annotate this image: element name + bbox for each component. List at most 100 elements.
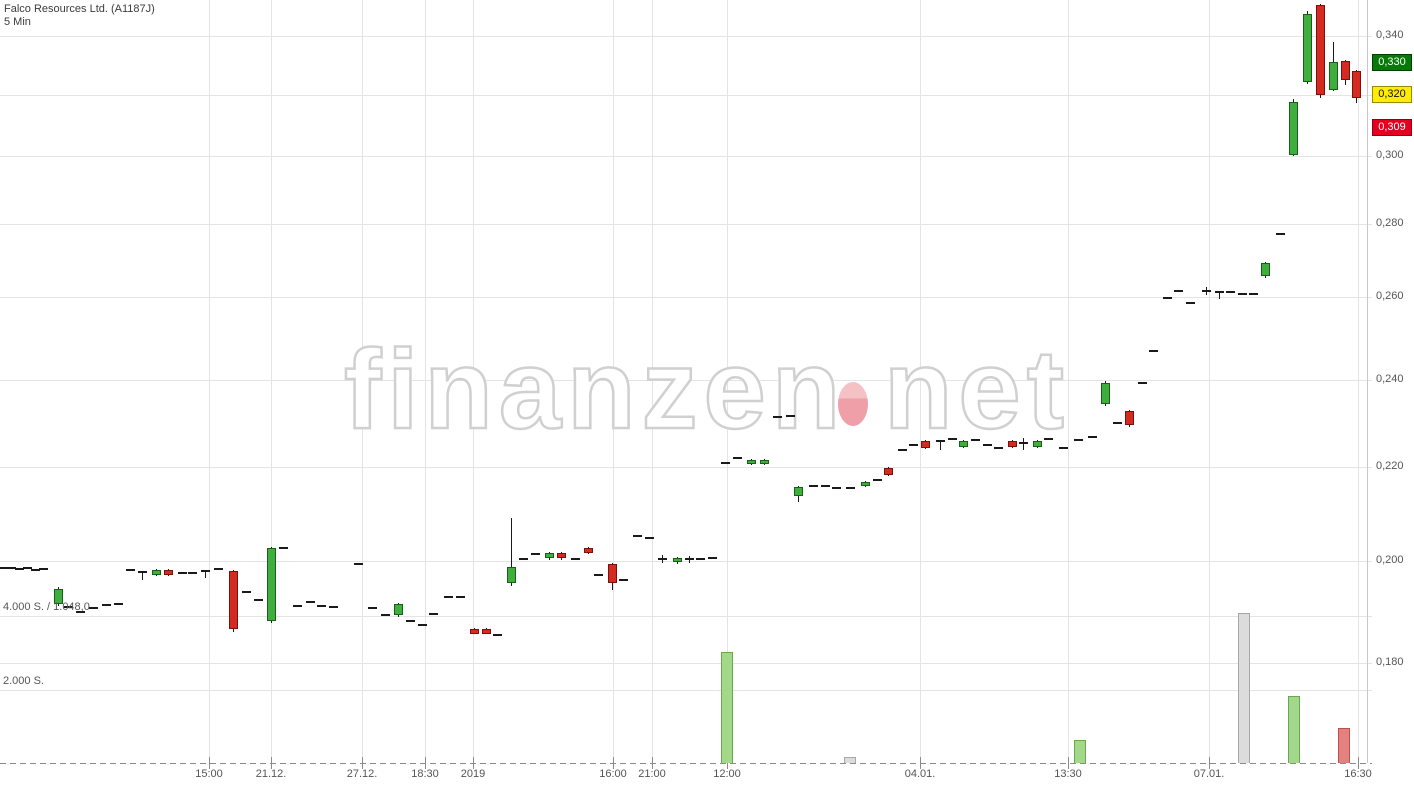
volume-gridline (0, 690, 1372, 691)
candle-doji-dash (1215, 290, 1224, 293)
candle-doji-dash (201, 569, 210, 572)
price-gridline (0, 561, 1372, 562)
candle-doji-dash (983, 444, 992, 447)
candle-doji-dash (1202, 289, 1211, 292)
volume-bar (1338, 727, 1350, 763)
time-tick-mark (271, 757, 272, 769)
candle-doji-dash (306, 601, 315, 604)
volume-bar (844, 757, 856, 763)
candle-doji-dash (809, 485, 818, 488)
candle-doji-dash (821, 485, 830, 488)
candle-doji-dash (773, 415, 782, 418)
candle-doji-dash (254, 599, 263, 602)
candle-doji-dash (214, 567, 223, 570)
candle-doji-dash (873, 479, 882, 482)
time-gridline (209, 0, 210, 763)
price-gridline (0, 156, 1372, 157)
candle-doji-dash (948, 438, 957, 440)
candle-doji-dash (594, 573, 603, 576)
candle-doji-dash (1138, 381, 1147, 384)
candle-body-up (1261, 263, 1270, 276)
time-gridline (613, 0, 614, 763)
time-gridline (1209, 0, 1210, 763)
candle-doji-dash (1226, 291, 1235, 294)
time-tick-mark (425, 757, 426, 769)
time-gridline (271, 0, 272, 763)
candle-doji-dash (1276, 232, 1285, 235)
price-gridline (0, 36, 1372, 37)
right-axis-line (1367, 0, 1368, 763)
watermark-text-net: net (884, 327, 1070, 452)
candle-body-down (1316, 5, 1325, 96)
time-tick-mark (362, 757, 363, 769)
time-tick-label: 2019 (460, 768, 486, 780)
candle-body-down (164, 569, 173, 575)
time-tick-mark (1068, 757, 1069, 769)
price-tick-label: 0,300 (1376, 149, 1404, 161)
time-tick-label: 21.12. (255, 768, 287, 780)
time-gridline (920, 0, 921, 763)
candle-doji-dash (15, 567, 24, 570)
price-gridline (0, 467, 1372, 468)
time-tick-label: 13:30 (1054, 768, 1082, 780)
candle-doji-dash (1044, 438, 1053, 440)
candle-body-up (267, 548, 276, 621)
time-tick-mark (1209, 757, 1210, 769)
time-tick-mark (473, 757, 474, 769)
candle-doji-dash (242, 590, 251, 593)
candle-doji-dash (971, 438, 980, 441)
candle-doji-dash (1249, 292, 1258, 295)
candle-body-down (584, 548, 593, 553)
candle-doji-dash (909, 444, 918, 447)
price-gridline (0, 663, 1372, 664)
time-gridline (727, 0, 728, 763)
candle-doji-dash (23, 566, 32, 569)
candle-body-down (1008, 440, 1017, 447)
candle-doji-dash (126, 568, 135, 571)
watermark-text-finanzen: finanzen (344, 327, 846, 452)
candle-body-down (1125, 410, 1134, 426)
candle-body-down (482, 629, 491, 634)
candle-doji-dash (7, 566, 16, 569)
candle-wick (511, 518, 512, 586)
volume-bar (721, 652, 733, 763)
time-tick-mark (1358, 757, 1359, 769)
candle-doji-dash (531, 552, 540, 555)
volume-bar (1288, 696, 1300, 763)
candle-doji-dash (0, 566, 8, 569)
time-tick-label: 16:30 (1344, 768, 1372, 780)
time-tick-label: 15:00 (195, 768, 223, 780)
volume-bar (1238, 613, 1250, 763)
bottom-axis-dashed-line (0, 763, 1372, 764)
time-tick-label: 07.01. (1193, 768, 1225, 780)
candle-wick (205, 570, 206, 578)
candle-body-up (760, 460, 769, 465)
candle-body-up (507, 566, 516, 583)
candle-doji-dash (994, 446, 1003, 449)
candle-doji-dash (114, 602, 123, 605)
candle-body-up (794, 486, 803, 497)
time-tick-label: 21:00 (638, 768, 666, 780)
candle-doji-dash (619, 578, 628, 581)
price-tick-label: 0,280 (1376, 217, 1404, 229)
price-tick-label: 0,240 (1376, 373, 1404, 385)
candle-doji-dash (1186, 302, 1195, 305)
candle-body-up (861, 481, 870, 487)
candle-doji-dash (708, 556, 717, 559)
candle-doji-dash (1163, 296, 1172, 299)
candle-doji-dash (418, 623, 427, 626)
time-tick-label: 04.01. (904, 768, 936, 780)
candle-doji-dash (76, 611, 85, 614)
candle-body-up (1329, 61, 1338, 90)
price-tick-label: 0,260 (1376, 290, 1404, 302)
candle-body-up (394, 603, 403, 616)
candle-doji-dash (1059, 446, 1068, 449)
time-tick-mark (652, 757, 653, 769)
candle-body-up (152, 569, 161, 575)
price-gridline (0, 297, 1372, 298)
candle-doji-dash (89, 606, 98, 609)
candle-doji-dash (832, 486, 841, 489)
time-gridline (652, 0, 653, 763)
volume-axis-label: 2.000 S. (3, 675, 44, 687)
